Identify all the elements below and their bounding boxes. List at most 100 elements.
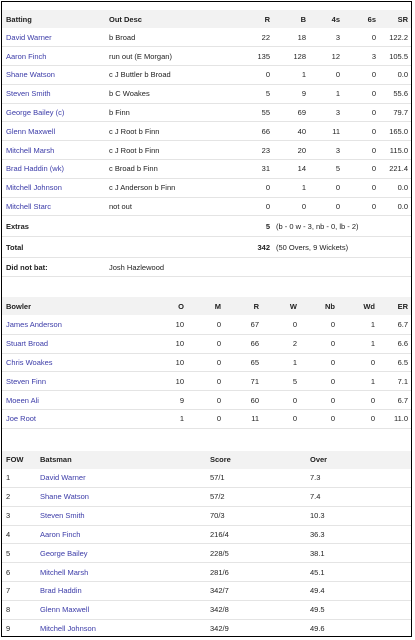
fow-score-cell: 216/4 bbox=[210, 530, 229, 540]
batsman-cell: Steven Smith bbox=[2, 84, 105, 103]
bowler-name-link[interactable]: James Anderson bbox=[6, 320, 62, 330]
fow-number-cell: 6 bbox=[6, 567, 11, 577]
fall-of-wickets-table: FOW Batsman Score Over 1 David Warner 57/1… bbox=[2, 450, 411, 636]
batsman-name-link[interactable]: George Bailey (c) bbox=[6, 108, 65, 118]
batsman-cell: Brad Haddin (wk) bbox=[2, 160, 105, 179]
fow-row: 6 Mitchell Marsh 281/6 45.1 bbox=[2, 563, 411, 582]
wickets-cell: 0 bbox=[292, 395, 297, 405]
batsman-cell: Aaron Finch bbox=[2, 47, 105, 66]
batsman-name-link[interactable]: Steven Smith bbox=[6, 89, 51, 99]
fow-row: 3 Steven Smith 70/3 10.3 bbox=[2, 506, 411, 526]
batting-row: Glenn Maxwell c J Root b Finn 66 40 11 0 165.0 bbox=[2, 122, 411, 141]
wides-cell: 1 bbox=[370, 376, 375, 386]
fow-row: 8 Glenn Maxwell 342/8 49.5 bbox=[2, 600, 411, 620]
batsman-name-link[interactable]: Brad Haddin (wk) bbox=[6, 164, 64, 174]
runs-cell: 31 bbox=[261, 164, 270, 174]
extras-value: 5 bbox=[265, 221, 270, 231]
wickets-cell: 2 bbox=[292, 339, 297, 349]
strike-rate-cell: 79.7 bbox=[393, 108, 408, 118]
fow-batsman-link[interactable]: Mitchell Marsh bbox=[40, 567, 89, 577]
bowler-name-link[interactable]: Moeen Ali bbox=[6, 395, 39, 405]
sixes-cell: 3 bbox=[371, 51, 376, 61]
fow-batsman-link[interactable]: Mitchell Johnson bbox=[40, 624, 96, 634]
batting-row: George Bailey (c) b Finn 55 69 3 0 79.7 bbox=[2, 103, 411, 122]
bowler-cell: James Anderson bbox=[2, 315, 122, 334]
bowler-cell: Moeen Ali bbox=[2, 391, 122, 410]
bowling-runs-cell: 65 bbox=[250, 357, 259, 367]
fours-cell: 1 bbox=[335, 89, 340, 99]
fow-batsman-link[interactable]: Aaron Finch bbox=[40, 530, 81, 540]
fow-batsman-link[interactable]: Glenn Maxwell bbox=[40, 605, 90, 615]
fow-batsman-link[interactable]: Steven Smith bbox=[40, 511, 85, 521]
fow-over-cell: 10.3 bbox=[310, 511, 325, 521]
bowler-name-link[interactable]: Joe Root bbox=[6, 414, 37, 424]
bowler-name-link[interactable]: Chris Woakes bbox=[6, 357, 53, 367]
no-balls-cell: 0 bbox=[330, 339, 335, 349]
total-spacer bbox=[105, 237, 225, 258]
fow-batsman-link[interactable]: Shane Watson bbox=[40, 492, 89, 502]
strike-rate-cell: 0.0 bbox=[397, 202, 408, 212]
batting-row: Steven Smith b C Woakes 5 9 1 0 55.6 bbox=[2, 84, 411, 104]
bowler-cell: Steven Finn bbox=[2, 372, 122, 391]
economy-cell: 6.6 bbox=[397, 339, 408, 349]
runs-header: R bbox=[264, 14, 270, 24]
fow-over-cell: 7.3 bbox=[310, 473, 321, 483]
overs-cell: 1 bbox=[179, 414, 184, 424]
overs-cell: 10 bbox=[175, 357, 184, 367]
batsman-cell: Mitchell Johnson bbox=[2, 178, 105, 197]
extras-detail: (b - 0 w - 3, nb - 0, lb - 2) bbox=[276, 221, 359, 231]
fow-batsman-cell: Glenn Maxwell bbox=[36, 600, 206, 619]
sixes-header: 6s bbox=[367, 14, 376, 24]
batsman-name-link[interactable]: Glenn Maxwell bbox=[6, 126, 56, 136]
fow-score-header: Score bbox=[210, 455, 231, 465]
total-detail: (50 Overs, 9 Wickets) bbox=[276, 242, 349, 252]
strike-rate-cell: 165.0 bbox=[389, 126, 408, 136]
balls-cell: 9 bbox=[301, 89, 306, 99]
runs-cell: 0 bbox=[265, 70, 270, 80]
bowler-name-link[interactable]: Steven Finn bbox=[6, 376, 47, 386]
batting-table: Batting Out Desc R B 4s 6s SR David Warn… bbox=[2, 10, 411, 277]
runs-cell: 23 bbox=[261, 145, 270, 155]
fours-cell: 3 bbox=[335, 32, 340, 42]
batsman-name-link[interactable]: Mitchell Starc bbox=[6, 202, 52, 212]
balls-cell: 0 bbox=[301, 202, 306, 212]
batting-rows: David Warner b Broad 22 18 3 0 122.2 Aaron Finc… bbox=[2, 28, 411, 216]
fow-batsman-cell: David Warner bbox=[36, 469, 206, 488]
batsman-name-link[interactable]: Aaron Finch bbox=[6, 51, 47, 61]
sixes-cell: 0 bbox=[371, 32, 376, 42]
batting-row: David Warner b Broad 22 18 3 0 122.2 bbox=[2, 28, 411, 47]
overs-cell: 10 bbox=[175, 339, 184, 349]
did-not-bat-row: Did not bat: Josh Hazlewood bbox=[2, 258, 411, 277]
sixes-cell: 0 bbox=[371, 108, 376, 118]
fow-batsman-link[interactable]: David Warner bbox=[40, 473, 86, 483]
fow-batsman-link[interactable]: Brad Haddin bbox=[40, 586, 82, 596]
fow-batsman-cell: Brad Haddin bbox=[36, 582, 206, 601]
fow-score-cell: 228/5 bbox=[210, 548, 229, 558]
fow-score-cell: 342/8 bbox=[210, 605, 229, 615]
fours-cell: 12 bbox=[331, 51, 340, 61]
strike-rate-cell: 115.0 bbox=[389, 145, 408, 155]
bowling-row: Moeen Ali 9 0 60 0 0 0 6.7 bbox=[2, 391, 411, 410]
batting-header-label: Batting bbox=[6, 14, 32, 24]
batsman-cell: Mitchell Starc bbox=[2, 197, 105, 216]
maidens-header: M bbox=[214, 301, 221, 311]
bowling-row: James Anderson 10 0 67 0 0 1 6.7 bbox=[2, 315, 411, 335]
batsman-cell: Glenn Maxwell bbox=[2, 122, 105, 141]
batsman-name-link[interactable]: Mitchell Johnson bbox=[6, 183, 62, 193]
fow-batsman-link[interactable]: George Bailey bbox=[40, 548, 88, 558]
fow-number-cell: 3 bbox=[6, 511, 11, 521]
fours-cell: 0 bbox=[335, 202, 340, 212]
batting-row: Mitchell Marsh c J Root b Finn 23 20 3 0 115.0 bbox=[2, 141, 411, 160]
fow-over-cell: 36.3 bbox=[310, 530, 325, 540]
batsman-name-link[interactable]: Shane Watson bbox=[6, 70, 55, 80]
balls-cell: 1 bbox=[301, 70, 306, 80]
batsman-cell: George Bailey (c) bbox=[2, 103, 105, 122]
batsman-name-link[interactable]: Mitchell Marsh bbox=[6, 145, 55, 155]
fours-cell: 3 bbox=[335, 108, 340, 118]
fow-over-cell: 7.4 bbox=[310, 492, 321, 502]
bowler-name-link[interactable]: Stuart Broad bbox=[6, 339, 49, 349]
wides-cell: 1 bbox=[370, 339, 375, 349]
sixes-cell: 0 bbox=[371, 145, 376, 155]
bowling-runs-cell: 66 bbox=[250, 339, 259, 349]
batsman-name-link[interactable]: David Warner bbox=[6, 32, 52, 42]
